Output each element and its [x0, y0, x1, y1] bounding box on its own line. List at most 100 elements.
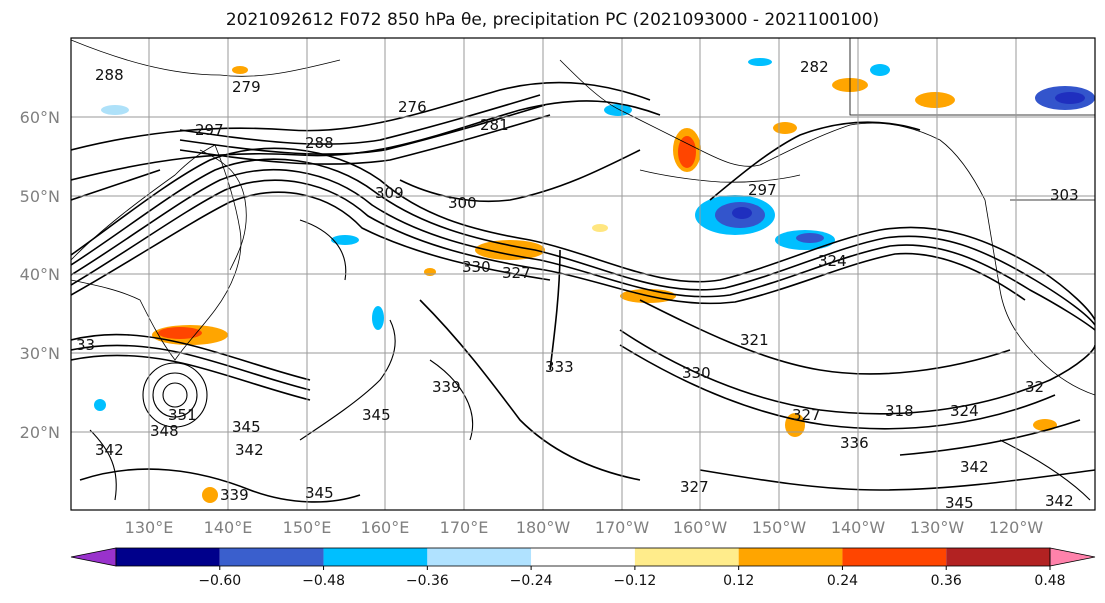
contour-label: 282 [800, 58, 829, 76]
graticule [71, 38, 1095, 510]
contour-label: 339 [432, 378, 461, 396]
colorbar-segment [634, 548, 739, 566]
lon-label: 140°E [204, 518, 253, 537]
positive-anomaly-patch [678, 136, 696, 168]
colorbar-segment [946, 548, 1050, 566]
negative-anomaly-patch [94, 399, 106, 411]
negative-anomaly-patch [101, 105, 129, 115]
negative-anomaly-patch [1055, 92, 1085, 104]
negative-anomaly-patch [604, 104, 632, 116]
contour-label: 279 [232, 78, 261, 96]
colorbar-tick-label: 0.48 [1034, 573, 1065, 589]
colorbar-tick-label: 0.24 [827, 573, 858, 589]
colorbar-tick-label: −0.48 [302, 573, 345, 589]
colorbar: −0.60 −0.48 −0.36 −0.24 −0.12 0.12 0.24 0.36 0.4… [70, 547, 1096, 589]
lat-label: 40°N [20, 265, 60, 284]
colorbar-tick-label: −0.24 [510, 573, 553, 589]
contour-label: 351 [168, 406, 197, 424]
contour-label: 333 [545, 358, 574, 376]
contour-label: 32 [1025, 378, 1044, 396]
contour-label: 348 [150, 422, 179, 440]
lon-label: 170°E [440, 518, 489, 537]
positive-anomaly-patch [232, 66, 248, 74]
positive-anomaly-patch [773, 122, 797, 134]
positive-anomaly-patch [424, 268, 436, 276]
contour-label: 327 [502, 264, 531, 282]
negative-anomaly-patch [796, 233, 824, 243]
contour-label: 297 [195, 121, 224, 139]
contour-label: 300 [448, 194, 477, 212]
colorbar-tick-label: −0.36 [406, 573, 449, 589]
contour-label: 288 [95, 66, 124, 84]
positive-anomaly-patch [915, 92, 955, 108]
contour-label: 336 [840, 434, 869, 452]
colorbar-segment [116, 548, 220, 566]
longitude-labels: 130°E 140°E 150°E 160°E 170°E 180°W 170°… [125, 518, 1044, 537]
precip-shading [94, 58, 1095, 503]
lon-label: 150°W [752, 518, 807, 537]
contour-label: 327 [680, 478, 709, 496]
lon-label: 130°W [910, 518, 965, 537]
colorbar-segment [531, 548, 635, 566]
lon-label: 160°E [361, 518, 410, 537]
contour-label: 345 [362, 406, 391, 424]
colorbar-segment [323, 548, 428, 566]
contour-label: 342 [1045, 492, 1074, 510]
contour-label: 330 [462, 258, 491, 276]
contour-label: 345 [305, 484, 334, 502]
map-title: 2021092612 F072 850 hPa θe, precipitatio… [225, 10, 880, 30]
contour-label: 318 [885, 402, 914, 420]
lon-label: 150°E [283, 518, 332, 537]
lon-label: 170°W [595, 518, 650, 537]
positive-anomaly-patch [202, 487, 218, 503]
contour-label: 324 [950, 402, 979, 420]
colorbar-segment [842, 548, 947, 566]
contour-label: 342 [960, 458, 989, 476]
positive-anomaly-patch [158, 327, 202, 339]
lon-label: 140°W [831, 518, 886, 537]
colorbar-tick-label: −0.60 [198, 573, 241, 589]
colorbar-border [115, 547, 1051, 567]
contour-label: 342 [235, 441, 264, 459]
contour-label: 281 [480, 116, 509, 134]
colorbar-tick-label: 0.36 [931, 573, 962, 589]
lon-label: 130°E [125, 518, 174, 537]
lat-label: 20°N [20, 423, 60, 442]
contour-label: 345 [232, 418, 261, 436]
contour-label: 276 [398, 98, 427, 116]
map-border [70, 37, 1096, 511]
colorbar-segment [427, 548, 532, 566]
lat-label: 60°N [20, 108, 60, 127]
colorbar-extend-max [1049, 547, 1096, 567]
negative-anomaly-patch [870, 64, 890, 76]
positive-anomaly-patch [475, 240, 545, 260]
contour-label: 303 [1050, 186, 1079, 204]
contour-label: 345 [945, 494, 974, 512]
positive-anomaly-patch [592, 224, 608, 232]
lon-label: 120°W [989, 518, 1044, 537]
negative-anomaly-patch [372, 306, 384, 330]
latitude-labels: 60°N 50°N 40°N 30°N 20°N [20, 108, 60, 442]
theta-e-contours [71, 81, 1095, 503]
contour-label: 327 [792, 406, 821, 424]
positive-anomaly-patch [1033, 419, 1057, 431]
contour-label: 33 [76, 336, 95, 354]
lon-label: 160°W [673, 518, 728, 537]
contour-label: 309 [375, 184, 404, 202]
negative-anomaly-patch [331, 235, 359, 245]
contour-label: 339 [220, 486, 249, 504]
negative-anomaly-patch [748, 58, 772, 66]
colorbar-segment [738, 548, 843, 566]
contour-label: 297 [748, 181, 777, 199]
lon-label: 180°W [516, 518, 571, 537]
contour-label: 324 [818, 252, 847, 270]
colorbar-tick-label: −0.12 [613, 573, 656, 589]
lat-label: 50°N [20, 187, 60, 206]
contour-label: 288 [305, 134, 334, 152]
contour-label: 321 [740, 331, 769, 349]
negative-anomaly-patch [732, 207, 752, 219]
colorbar-tick-label: 0.12 [723, 573, 754, 589]
contour-label: 330 [682, 364, 711, 382]
lat-label: 30°N [20, 344, 60, 363]
